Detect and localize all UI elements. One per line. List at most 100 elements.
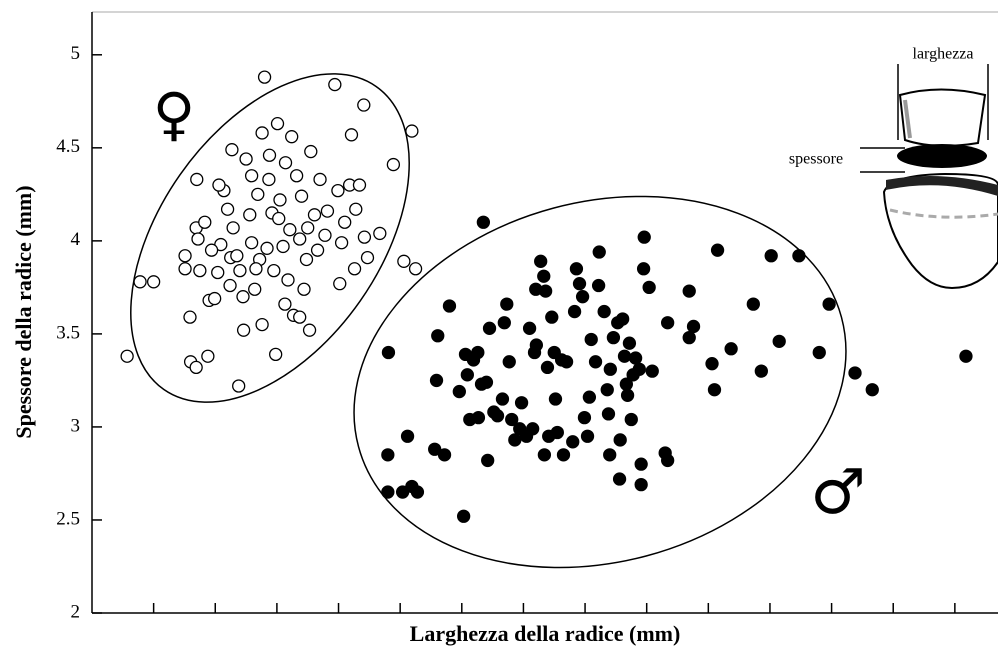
point [705, 357, 719, 371]
point [514, 396, 529, 410]
point [408, 262, 423, 276]
point [682, 284, 696, 298]
male-ellipse [353, 195, 847, 569]
point [191, 232, 205, 246]
point [580, 429, 595, 443]
point [764, 249, 778, 263]
point [190, 172, 204, 187]
y-tick-label: 3 [71, 415, 81, 436]
point [318, 228, 332, 242]
point [592, 245, 606, 259]
point [278, 297, 292, 311]
point [645, 364, 659, 378]
point [211, 265, 225, 280]
point [616, 312, 630, 326]
point [500, 297, 514, 311]
point [269, 347, 283, 362]
point [428, 442, 442, 456]
point [456, 509, 471, 523]
point [559, 355, 574, 369]
point [334, 236, 349, 250]
point [495, 392, 510, 406]
point [526, 422, 540, 436]
point [556, 448, 571, 462]
point [204, 243, 219, 257]
point [634, 457, 648, 471]
width-label: larghezza [913, 46, 974, 63]
point [405, 124, 419, 138]
point [278, 156, 293, 170]
point [597, 304, 611, 319]
point [537, 269, 551, 283]
point [582, 390, 597, 404]
point [529, 338, 544, 352]
point [207, 291, 222, 306]
point [603, 448, 617, 462]
point [437, 448, 452, 462]
point [502, 355, 516, 369]
point [575, 290, 590, 304]
point [226, 221, 240, 235]
point [429, 373, 444, 388]
crown-cut [897, 144, 987, 168]
point [276, 239, 290, 254]
point [260, 241, 274, 255]
point [577, 410, 592, 425]
point [236, 290, 250, 304]
point [267, 263, 281, 278]
point [601, 407, 616, 421]
point [572, 277, 587, 291]
point [442, 299, 457, 313]
point [281, 273, 295, 287]
point [606, 330, 621, 345]
point [307, 208, 322, 222]
point [273, 193, 287, 207]
point [232, 379, 246, 393]
point [178, 262, 192, 276]
point [189, 360, 203, 375]
male-label: ♂ [810, 455, 866, 528]
point [400, 429, 415, 443]
point [792, 249, 806, 263]
point [255, 317, 269, 332]
point [505, 412, 519, 427]
point [270, 116, 285, 131]
thickness-label: spessore [789, 151, 843, 168]
point [545, 310, 559, 324]
point [233, 263, 247, 278]
point [682, 330, 696, 345]
y-axis-label: Spessore della radice (mm) [11, 185, 36, 438]
point [255, 126, 269, 140]
point [352, 178, 367, 192]
point [660, 316, 675, 330]
point [548, 392, 563, 406]
point [624, 412, 638, 427]
point [550, 425, 564, 440]
point [600, 383, 614, 397]
point [772, 334, 786, 348]
point [133, 275, 147, 289]
point [566, 435, 580, 449]
point [244, 236, 259, 250]
x-axis-label: Larghezza della radice (mm) [410, 621, 681, 646]
point [239, 152, 253, 166]
point [508, 433, 522, 447]
point [746, 297, 760, 311]
root-top [886, 176, 998, 196]
point [338, 215, 352, 229]
point [538, 284, 553, 298]
point [584, 332, 598, 347]
point [660, 453, 675, 468]
point [812, 345, 826, 360]
point [613, 433, 627, 447]
point [344, 128, 359, 142]
point [120, 349, 134, 363]
point [212, 178, 226, 192]
point [236, 323, 251, 337]
point [302, 323, 317, 337]
point [357, 98, 371, 112]
tooth-inset: larghezza spessore [789, 46, 998, 290]
point [251, 187, 265, 201]
point [959, 349, 973, 363]
